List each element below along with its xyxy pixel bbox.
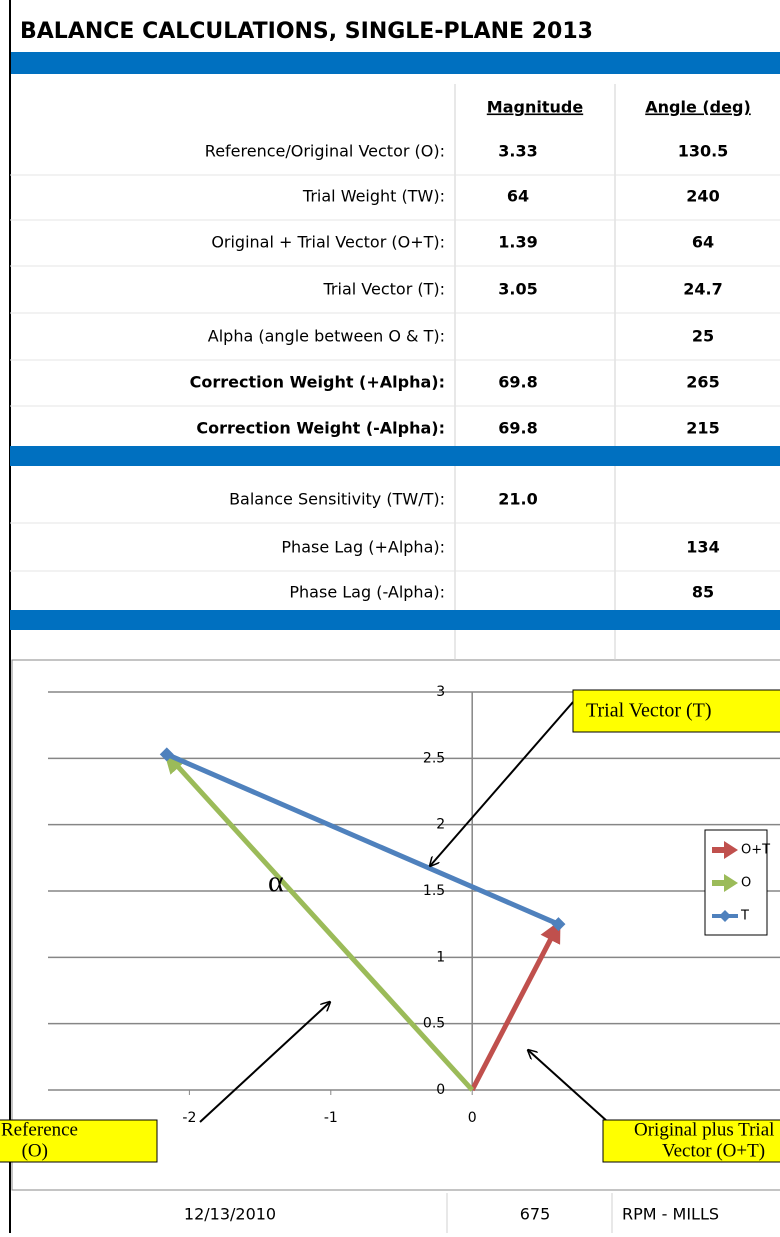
callout-text: (O) <box>22 1140 48 1161</box>
row-label: Trial Weight (TW): <box>302 187 445 206</box>
angle-value: 64 <box>692 233 714 252</box>
angle-value: 215 <box>686 419 719 438</box>
angle-value: 85 <box>692 583 714 602</box>
angle-value: 130.5 <box>678 142 729 161</box>
alpha-symbol: α <box>268 865 284 898</box>
callout-box <box>602 1119 780 1163</box>
y-tick-label: 0.5 <box>423 1016 445 1032</box>
magnitude-value: 69.8 <box>498 419 537 438</box>
series-marker <box>551 917 566 932</box>
row-label: Phase Lag (+Alpha): <box>281 538 445 557</box>
x-tick-label: 0 <box>468 1110 477 1126</box>
callout-box <box>0 1119 158 1163</box>
y-tick-label: 2 <box>436 817 445 833</box>
magnitude-value: 3.33 <box>498 142 537 161</box>
magnitude-value: 64 <box>507 187 529 206</box>
callout-text: Vector (O+T) <box>662 1140 765 1161</box>
angle-value: 265 <box>686 373 719 392</box>
y-tick-label: 1 <box>436 949 445 965</box>
row-label: Reference/Original Vector (O): <box>205 142 445 161</box>
blue-band <box>10 610 780 630</box>
row-label: Correction Weight (-Alpha): <box>196 419 445 438</box>
angle-value: 24.7 <box>683 280 722 299</box>
annotation-arrow <box>430 701 574 866</box>
footer-cell: 675 <box>520 1205 551 1224</box>
legend-swatch <box>712 874 738 892</box>
footer-cell: 12/13/2010 <box>184 1205 276 1224</box>
blue-band <box>10 52 780 74</box>
magnitude-value: 1.39 <box>498 233 537 252</box>
legend: O+T O T <box>704 829 770 936</box>
legend-swatch <box>712 841 738 859</box>
series-line <box>163 751 475 1092</box>
blue-band <box>10 446 780 466</box>
row-label: Original + Trial Vector (O+T): <box>211 233 445 252</box>
header-magnitude: Magnitude <box>487 98 584 117</box>
magnitude-value: 69.8 <box>498 373 537 392</box>
y-tick-label: 3 <box>436 684 445 700</box>
legend-label: T <box>740 909 749 924</box>
x-tick-label: -2 <box>182 1110 196 1126</box>
legend-swatch <box>719 910 731 922</box>
row-label: Correction Weight (+Alpha): <box>190 373 445 392</box>
y-tick-label: 2.5 <box>423 750 445 766</box>
row-label: Balance Sensitivity (TW/T): <box>229 490 445 509</box>
magnitude-value: 3.05 <box>498 280 537 299</box>
annotation-arrow <box>199 1002 330 1123</box>
series-line <box>165 752 560 927</box>
callout-text: Original plus Trial <box>634 1119 774 1140</box>
chart-frame <box>11 659 780 1191</box>
sheet-title: BALANCE CALCULATIONS, SINGLE-PLANE 2013 <box>20 19 593 44</box>
footer-cell: RPM - MILLS <box>622 1205 719 1224</box>
row-label: Alpha (angle between O & T): <box>208 327 445 346</box>
annotation-arrow <box>528 1050 609 1123</box>
callout-box <box>572 689 780 733</box>
angle-value: 134 <box>686 538 719 557</box>
series-line <box>469 920 561 1092</box>
legend-label: O <box>741 876 751 891</box>
angle-value: 25 <box>692 327 714 346</box>
chart: 0 0.5 1 1.5 2 2.5 3 -2 -1 0 O+T O Tα Trial Vector (T)… <box>0 659 780 1191</box>
callout-text: Trial Vector (T) <box>586 700 712 722</box>
legend-label: O+T <box>741 843 770 858</box>
angle-value: 240 <box>686 187 719 206</box>
row-label: Trial Vector (T): <box>323 280 446 299</box>
header-angle: Angle (deg) <box>645 98 751 117</box>
x-tick-label: -1 <box>324 1110 338 1126</box>
row-label: Phase Lag (-Alpha): <box>289 583 445 602</box>
callout-text: Reference <box>1 1119 78 1140</box>
series-marker <box>159 747 174 762</box>
y-tick-label: 1.5 <box>423 883 445 899</box>
magnitude-value: 21.0 <box>498 490 537 509</box>
y-tick-label: 0 <box>436 1082 445 1098</box>
